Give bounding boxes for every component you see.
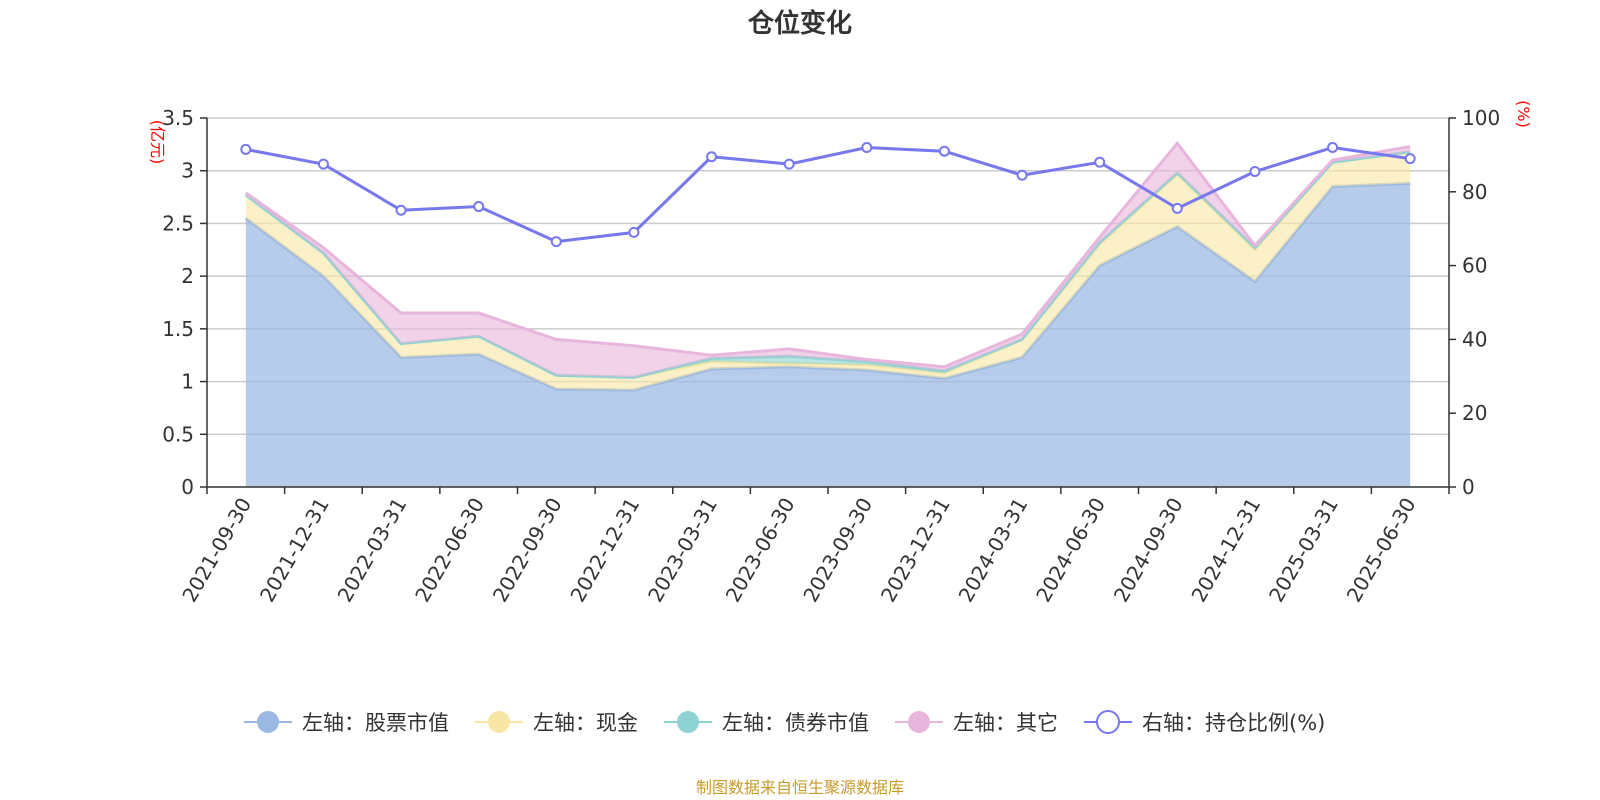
right-axis-unit: (%) xyxy=(1514,100,1533,128)
ratio-point xyxy=(1016,169,1028,181)
x-tick-label: 2021-09-30 xyxy=(177,494,256,607)
data-source-note: 制图数据来自恒生聚源数据库 xyxy=(696,778,904,797)
x-tick-label: 2024-09-30 xyxy=(1109,494,1188,607)
right-tick-label: 20 xyxy=(1462,401,1487,425)
legend-marker xyxy=(488,711,510,733)
chart-title: 仓位变化 xyxy=(747,8,852,39)
right-tick-label: 100 xyxy=(1462,106,1500,130)
ratio-point xyxy=(395,204,407,216)
legend-label: 左轴：其它 xyxy=(953,711,1058,735)
ratio-point xyxy=(1249,166,1261,178)
ratio-point xyxy=(1327,142,1339,154)
right-tick-label: 0 xyxy=(1462,475,1475,499)
left-tick-label: 0 xyxy=(181,475,194,499)
x-tick-label: 2024-06-30 xyxy=(1031,494,1110,607)
ratio-point xyxy=(628,226,640,238)
legend-item-other: 左轴：其它 xyxy=(895,711,1058,735)
ratio-point xyxy=(861,142,873,154)
ratio-point xyxy=(783,158,795,170)
legend-marker xyxy=(1096,710,1120,734)
x-tick-label: 2023-06-30 xyxy=(721,494,800,607)
x-tick-label: 2022-06-30 xyxy=(410,494,489,607)
legend-marker xyxy=(257,711,279,733)
legend-item-ratio: 右轴：持仓比例(%) xyxy=(1084,710,1325,735)
left-tick-label: 2 xyxy=(181,264,194,288)
x-tick-label: 2024-12-31 xyxy=(1186,494,1265,607)
ratio-point xyxy=(240,143,252,155)
ratio-point xyxy=(550,236,562,248)
x-tick-label: 2022-09-30 xyxy=(488,494,567,607)
ratio-point xyxy=(317,158,329,170)
x-tick-label: 2025-03-31 xyxy=(1264,494,1343,607)
ratio-point xyxy=(1171,202,1183,214)
legend-label: 左轴：股票市值 xyxy=(302,711,449,735)
right-tick-label: 40 xyxy=(1462,327,1487,351)
stacked-areas xyxy=(244,140,1411,487)
legend-label: 右轴：持仓比例(%) xyxy=(1142,711,1325,735)
x-tick-label: 2021-12-31 xyxy=(255,494,334,607)
legend-item-stock: 左轴：股票市值 xyxy=(244,711,449,735)
left-tick-label: 0.5 xyxy=(162,422,194,446)
area-stock xyxy=(245,183,1411,487)
x-tick-label: 2025-06-30 xyxy=(1342,494,1421,607)
x-tick-label: 2022-03-31 xyxy=(332,494,411,607)
right-tick-label: 60 xyxy=(1462,254,1487,278)
left-tick-label: 3.5 xyxy=(162,106,194,130)
ratio-line-series xyxy=(240,142,1416,248)
left-tick-label: 2.5 xyxy=(162,211,194,235)
left-tick-label: 1 xyxy=(181,370,194,394)
legend-marker xyxy=(677,711,699,733)
ratio-point xyxy=(706,151,718,163)
ratio-point xyxy=(938,145,950,157)
x-tick-label: 2023-12-31 xyxy=(876,494,955,607)
x-tick-label: 2022-12-31 xyxy=(565,494,644,607)
ratio-point xyxy=(1094,156,1106,168)
ratio-point xyxy=(473,201,485,213)
legend-marker xyxy=(908,711,930,733)
legend-item-bond: 左轴：债券市值 xyxy=(664,711,869,735)
right-tick-label: 80 xyxy=(1462,180,1487,204)
left-tick-label: 1.5 xyxy=(162,317,194,341)
left-axis-unit: (亿元) xyxy=(148,120,167,165)
legend: 左轴：股票市值 左轴：现金 左轴：债券市值 左轴：其它 右轴：持仓比例(%) xyxy=(244,710,1325,735)
left-tick-label: 3 xyxy=(181,159,194,183)
x-tick-label: 2023-09-30 xyxy=(798,494,877,607)
ratio-line xyxy=(245,145,1411,244)
area-edge-other xyxy=(244,140,1411,369)
legend-label: 左轴：债券市值 xyxy=(722,711,869,735)
x-tick-label: 2023-03-31 xyxy=(643,494,722,607)
x-tick-label: 2024-03-31 xyxy=(953,494,1032,607)
legend-item-cash: 左轴：现金 xyxy=(475,711,638,735)
legend-label: 左轴：现金 xyxy=(533,711,638,735)
ratio-point xyxy=(1404,153,1416,165)
